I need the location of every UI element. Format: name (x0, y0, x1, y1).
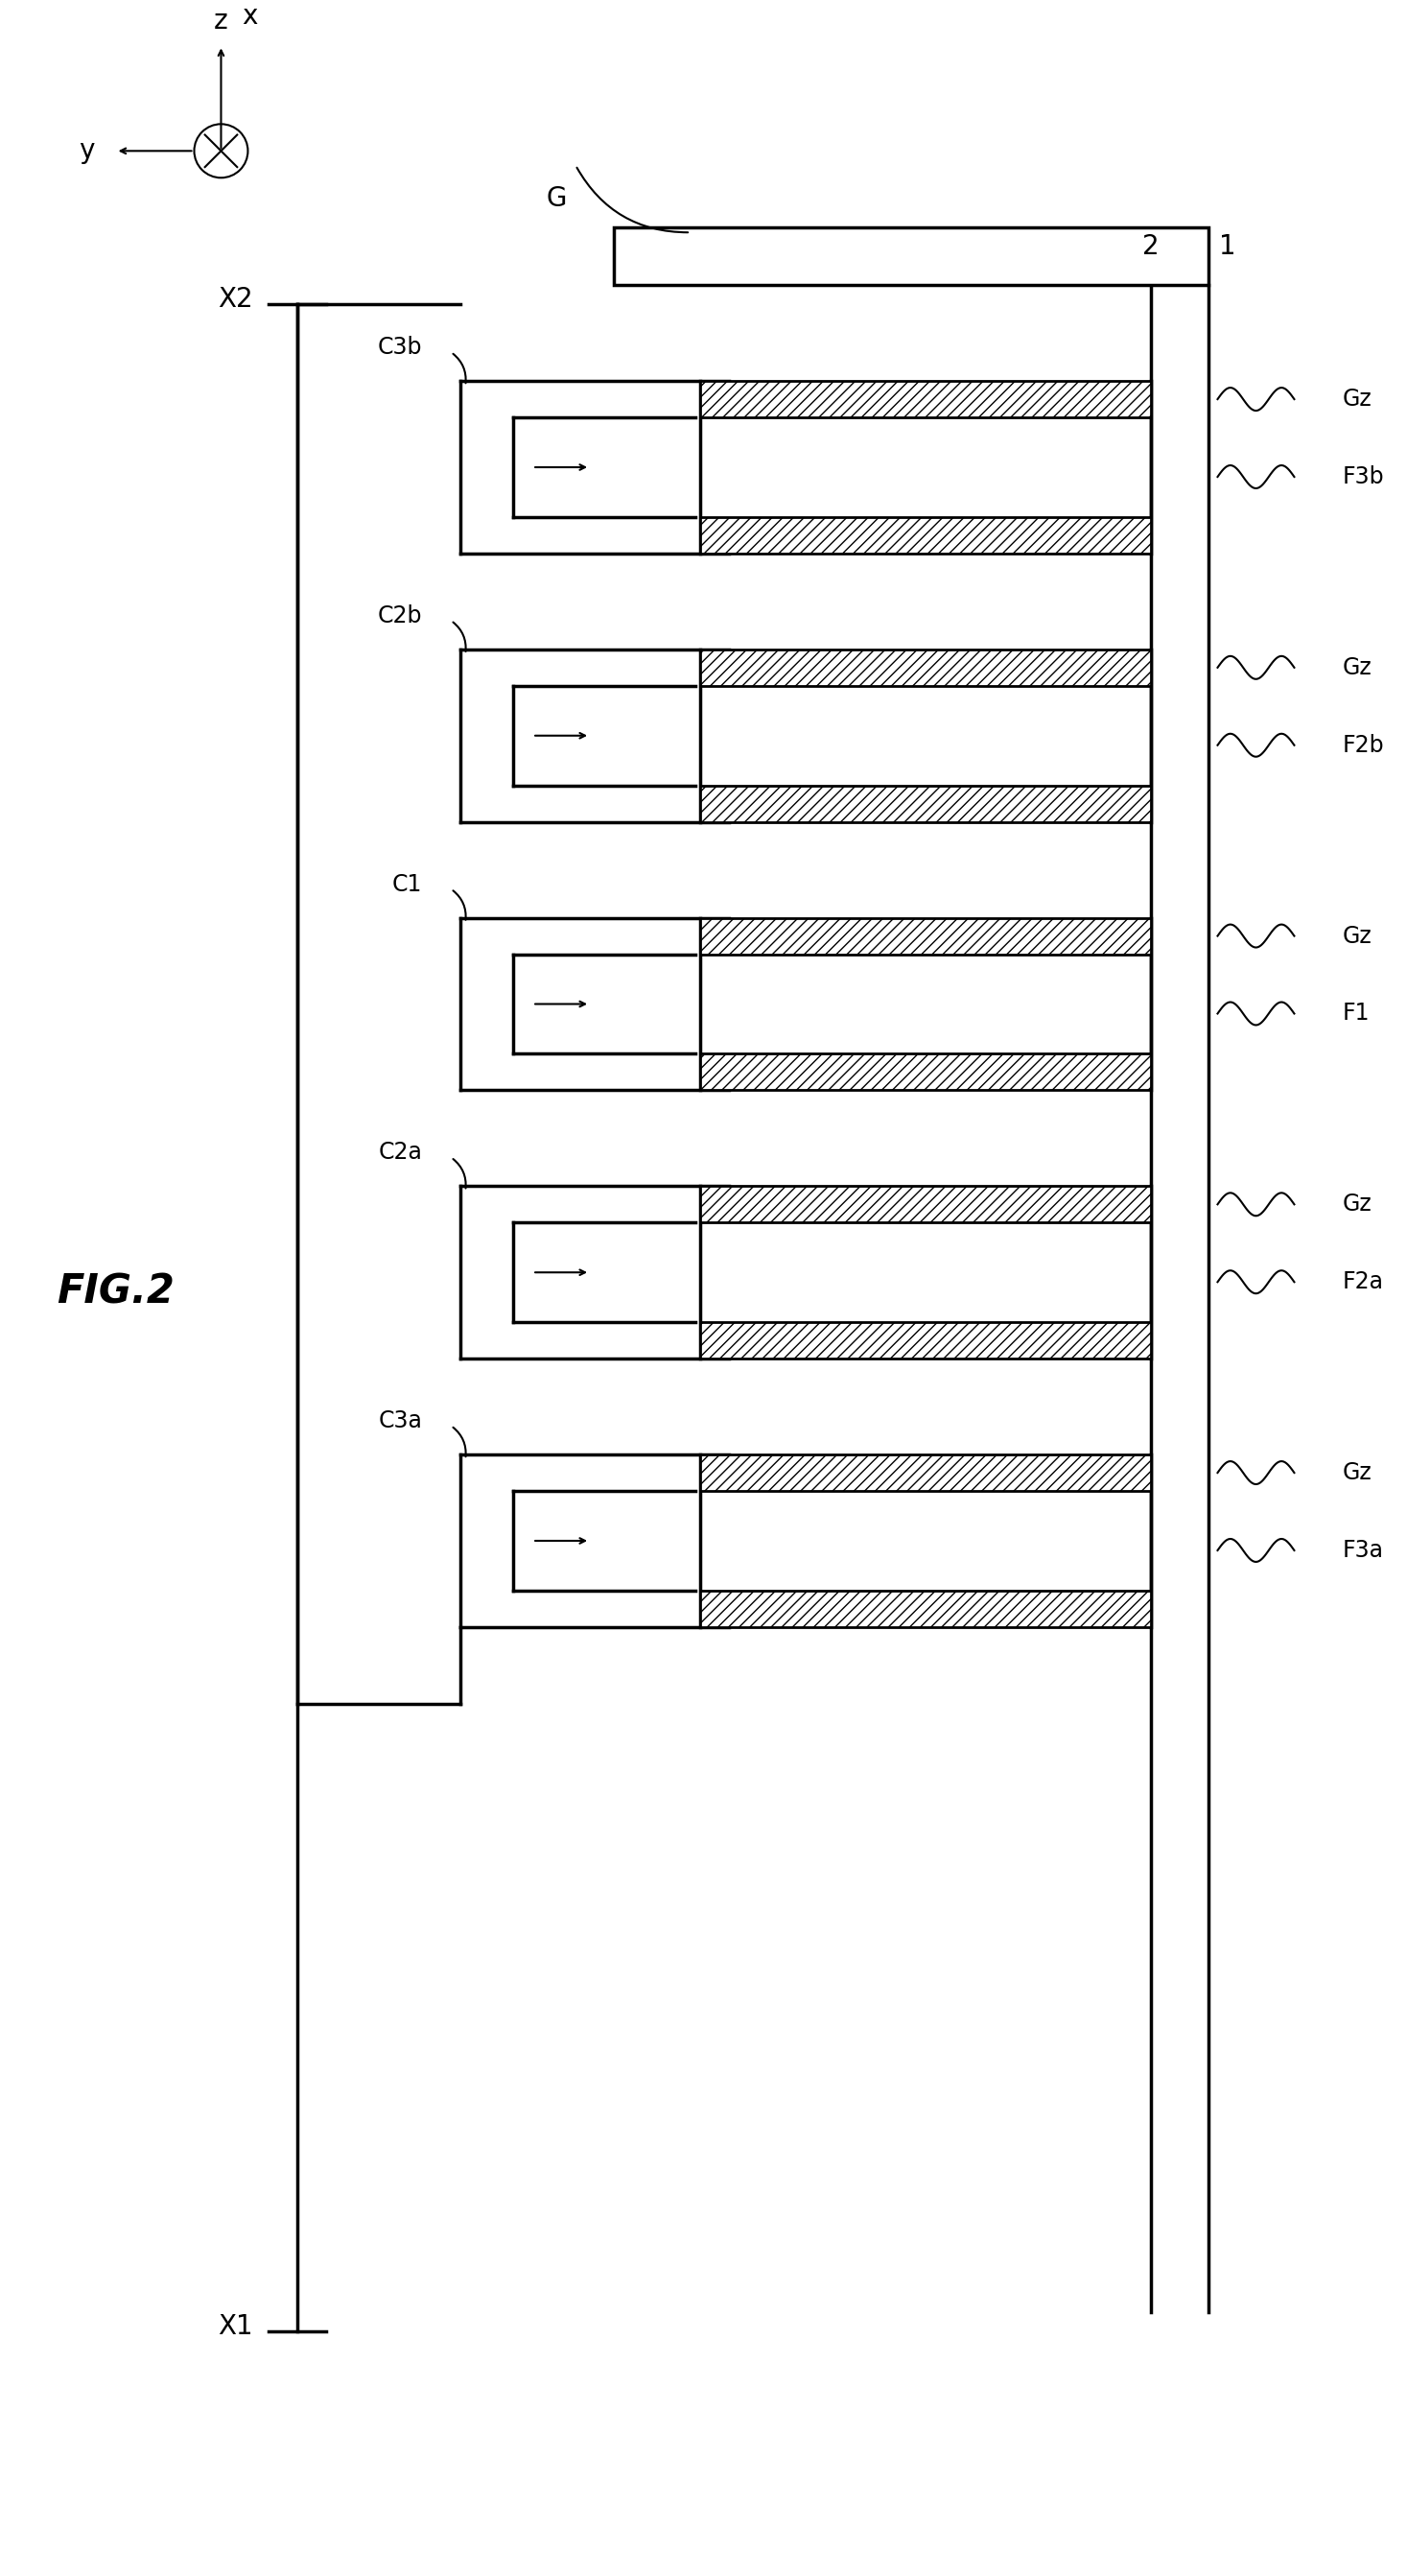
Bar (701, 649, 1151, 685)
Text: X1: X1 (218, 2313, 253, 2339)
Text: C1: C1 (393, 873, 422, 896)
Bar (701, 1185, 1151, 1224)
Text: F3a: F3a (1342, 1538, 1383, 1561)
Bar (701, 1321, 1151, 1358)
Text: F2a: F2a (1342, 1270, 1383, 1293)
Bar (701, 917, 1151, 953)
Text: C3a: C3a (378, 1409, 422, 1432)
Text: G: G (546, 185, 567, 211)
Text: Gz: Gz (1342, 1193, 1372, 1216)
Bar (701, 786, 1151, 822)
Text: Gz: Gz (1342, 1461, 1372, 1484)
Text: F2b: F2b (1342, 734, 1384, 757)
Bar (701, 381, 1151, 417)
Text: C2a: C2a (378, 1141, 422, 1164)
Text: z: z (214, 8, 228, 36)
Text: C3b: C3b (377, 335, 422, 358)
Bar (701, 1054, 1151, 1090)
Text: C2b: C2b (377, 605, 422, 629)
Text: F1: F1 (1342, 1002, 1369, 1025)
Text: x: x (242, 3, 257, 31)
Bar (613, 227, 1209, 286)
Bar (701, 1455, 1151, 1492)
Text: FIG.2: FIG.2 (56, 1273, 174, 1311)
Text: F3b: F3b (1342, 466, 1384, 489)
Bar (701, 518, 1151, 554)
Bar (701, 1589, 1151, 1628)
Text: 2: 2 (1142, 234, 1159, 260)
Text: Gz: Gz (1342, 925, 1372, 948)
Text: Gz: Gz (1342, 657, 1372, 680)
Text: Gz: Gz (1342, 386, 1372, 410)
Text: 1: 1 (1218, 234, 1235, 260)
Text: X2: X2 (218, 286, 253, 312)
Text: y: y (79, 137, 94, 165)
